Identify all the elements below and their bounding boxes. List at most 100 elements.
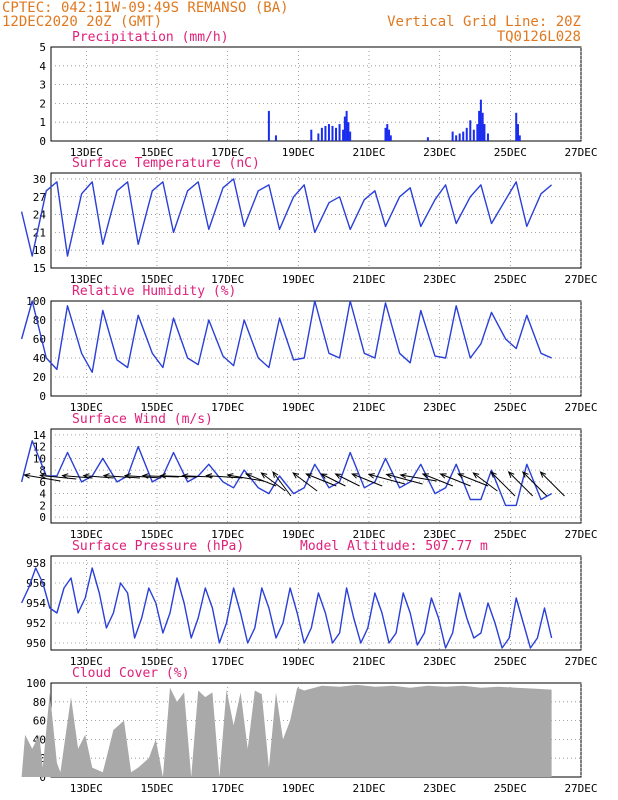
precip-xtick-label: 13DEC: [70, 146, 103, 159]
wind-vector: [335, 473, 360, 487]
temp-ytick-label: 27: [33, 191, 46, 204]
model-code: TQ0126L028: [497, 29, 581, 45]
precip-title: Precipitation (mm/h): [72, 30, 229, 45]
precip-bar: [310, 129, 313, 141]
temp-ytick-label: 24: [33, 209, 47, 222]
precip-xtick-label: 15DEC: [140, 146, 173, 159]
precip-bar: [515, 112, 518, 141]
wind-vector: [522, 471, 548, 497]
cloud-xtick-label: 25DEC: [494, 782, 527, 795]
rh-xtick-label: 25DEC: [494, 401, 527, 414]
rh-title: Relative Humidity (%): [72, 284, 236, 299]
wind-xtick-label: 17DEC: [211, 528, 244, 541]
wind-vector-head: [159, 473, 167, 479]
wind-vector-head: [539, 471, 547, 478]
temp-xtick-label: 21DEC: [352, 273, 385, 286]
precip-bar: [349, 131, 352, 141]
wind-vector: [160, 475, 197, 478]
wind-vector: [321, 473, 346, 487]
precip-bar: [472, 129, 475, 141]
precip-bar: [342, 129, 345, 141]
wind-vector-head: [399, 473, 407, 479]
wind-vector: [508, 471, 534, 497]
wind-vector: [292, 472, 318, 492]
pressure-ytick-label: 958: [26, 557, 46, 570]
rh-series-line: [20, 300, 552, 373]
precip-ytick-label: 1: [39, 116, 46, 129]
temp-series-line: [20, 178, 553, 257]
rh-frame: [50, 300, 582, 397]
wind-vector-head: [521, 471, 529, 478]
wind-ytick-label: 2: [39, 499, 46, 512]
precip-frame: [50, 46, 582, 142]
precip-bar: [317, 133, 320, 141]
pressure-xtick-label: 19DEC: [282, 655, 315, 668]
precip-bar: [384, 127, 387, 141]
precip-bar: [476, 124, 479, 141]
precip-ytick-label: 0: [39, 135, 46, 148]
pressure-ytick-label: 954: [26, 597, 46, 610]
rh-ytick-label: 40: [33, 352, 46, 365]
wind-vector-head: [439, 473, 447, 479]
cloud-ytick-label: 0: [39, 771, 46, 784]
wind-xtick-label: 15DEC: [140, 528, 173, 541]
pressure-annotation: Model Altitude: 507.77 m: [300, 539, 488, 554]
wind-vector-head: [472, 472, 480, 479]
pressure-xtick-label: 13DEC: [70, 655, 103, 668]
grid-note: Vertical Grid Line: 20Z: [387, 14, 581, 30]
wind-vector: [227, 474, 264, 482]
wind-vector-head: [61, 473, 69, 479]
wind-vector-head: [350, 473, 359, 479]
wind-vector-head: [260, 472, 268, 479]
temp-xtick-label: 19DEC: [282, 273, 315, 286]
precip-panel: 0 1 2 3 4 5 13DEC 15DEC 17DEC 19DEC 21DEC 23DEC 25DE…: [39, 30, 597, 159]
rh-ytick-label: 100: [26, 295, 46, 308]
cloud-xtick-label: 21DEC: [352, 782, 385, 795]
wind-ytick-label: 0: [39, 511, 46, 524]
temp-xtick-label: 27DEC: [564, 273, 597, 286]
wind-vector: [40, 474, 77, 480]
wind-vector: [368, 473, 406, 485]
wind-ytick-label: 6: [39, 476, 46, 489]
temp-xtick-label: 15DEC: [140, 273, 173, 286]
precip-xtick-label: 23DEC: [423, 146, 456, 159]
wind-vector-head: [292, 472, 300, 479]
precip-bar: [347, 122, 350, 141]
rh-ytick-label: 80: [33, 314, 46, 327]
wind-vector-head: [272, 470, 279, 478]
pressure-xtick-label: 17DEC: [211, 655, 244, 668]
cloud-area: [21, 684, 552, 777]
rh-xtick-label: 17DEC: [211, 401, 244, 414]
cloud-panel: 02040608010013DEC15DEC17DEC19DEC21DEC23D…: [21, 666, 598, 795]
cloud-title: Cloud Cover (%): [72, 666, 189, 681]
wind-vector-head: [39, 473, 47, 479]
temp-panel: 15 18 21 24 27 30 13DEC 15DEC 17DEC 19DEC 21DEC 23D…: [20, 156, 598, 286]
temp-ytick-label: 18: [33, 244, 46, 257]
wind-vector-head: [490, 471, 497, 478]
wind-vector: [272, 471, 292, 497]
station-header: CPTEC: 042:11W-09:49S REMANSO (BA): [2, 0, 289, 16]
precip-ytick-label: 2: [39, 97, 46, 110]
precip-bar: [516, 124, 519, 141]
temp-ytick-label: 21: [33, 226, 46, 239]
wind-xtick-label: 21DEC: [352, 528, 385, 541]
temp-xtick-label: 13DEC: [70, 273, 103, 286]
wind-vector: [540, 471, 565, 497]
pressure-series-line: [20, 567, 553, 649]
wind-xtick-label: 25DEC: [494, 528, 527, 541]
temp-title: Surface Temperature (nC): [72, 156, 260, 171]
wind-ytick-label: 14: [33, 429, 47, 442]
precip-bar: [343, 116, 346, 141]
wind-vector-head: [367, 473, 375, 479]
cloud-xtick-label: 13DEC: [70, 782, 103, 795]
precip-bar: [479, 99, 482, 141]
rh-xtick-label: 13DEC: [70, 401, 103, 414]
wind-xtick-label: 23DEC: [423, 528, 456, 541]
wind-vector: [352, 473, 383, 487]
wind-vector-head: [244, 473, 253, 479]
temp-frame: [50, 172, 582, 269]
wind-ytick-label: 4: [39, 488, 46, 501]
precip-bar: [320, 127, 323, 141]
wind-vector-head: [123, 473, 131, 479]
wind-xtick-label: 27DEC: [564, 528, 597, 541]
